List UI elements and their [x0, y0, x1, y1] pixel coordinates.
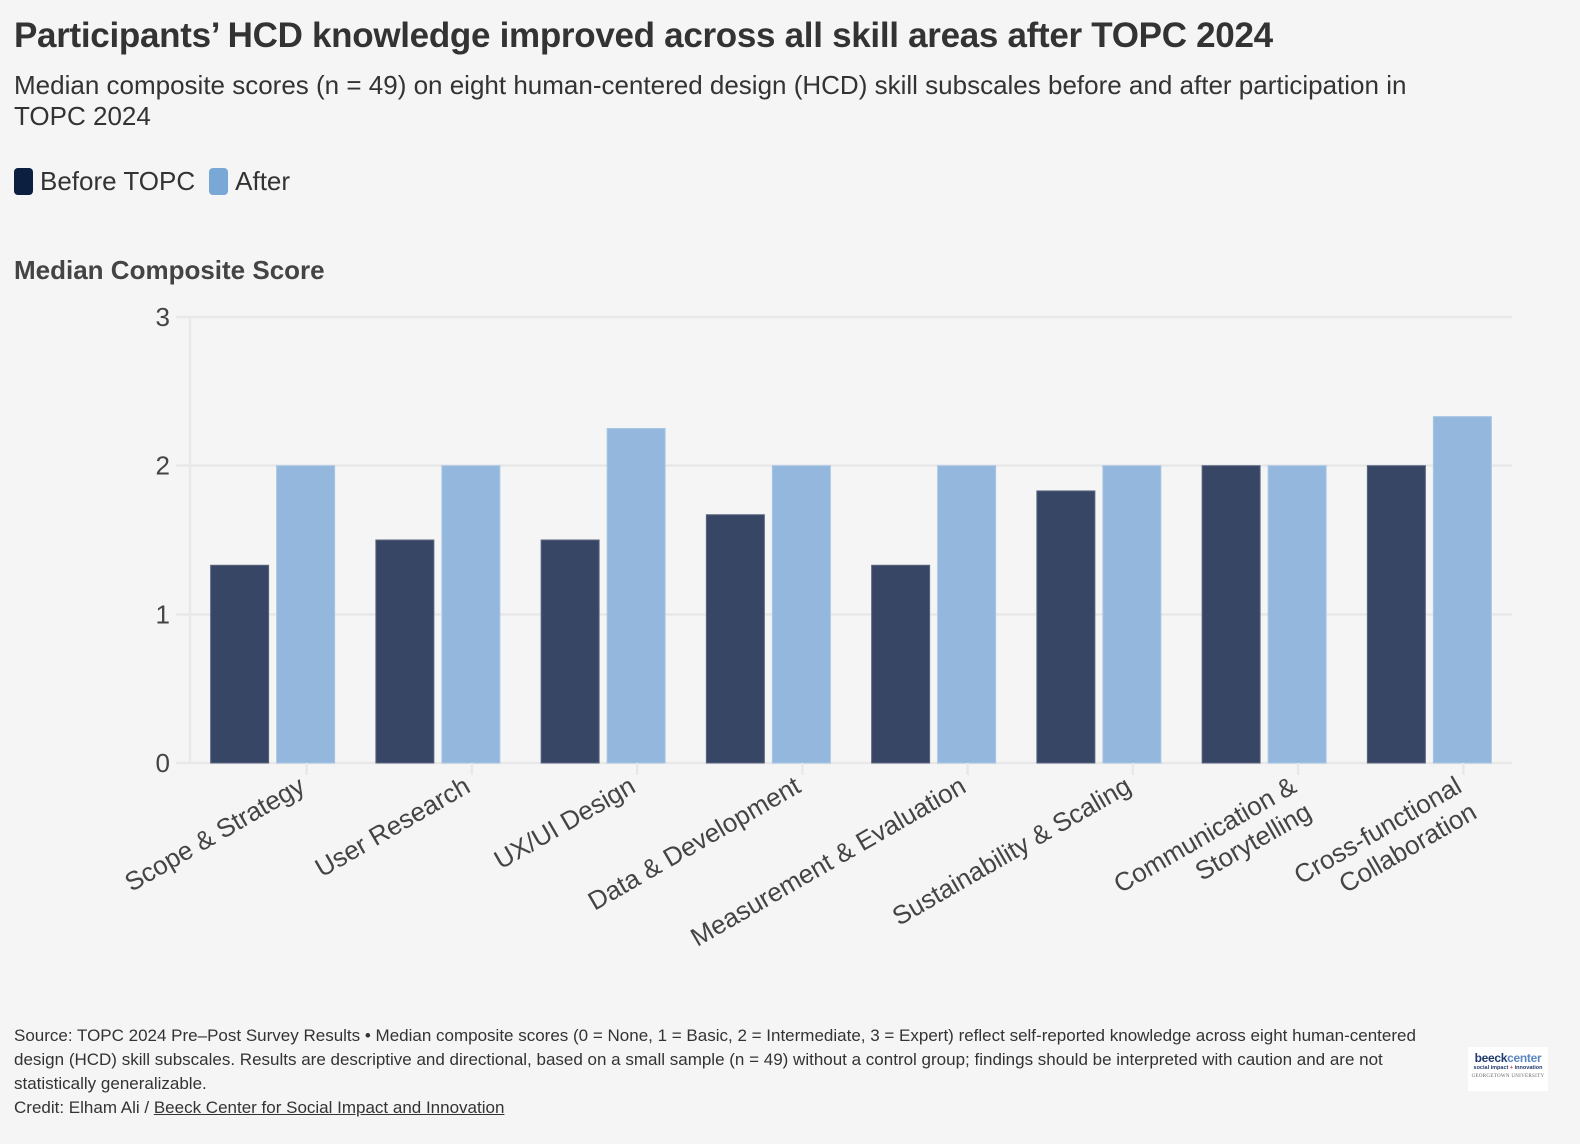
logo-tag-c: innovation [1513, 1065, 1543, 1071]
legend-item-after: After [209, 166, 290, 197]
y-axis-ticks: 0 1 2 3 [156, 302, 170, 778]
x-tick-label-line: Measurement & Evaluation [685, 770, 970, 952]
x-axis-ticks [305, 763, 1465, 775]
bar-before [210, 564, 270, 764]
bar-after [276, 465, 336, 764]
footer: Source: TOPC 2024 Pre–Post Survey Result… [14, 1024, 1444, 1120]
bar-after [771, 465, 831, 764]
bar-before [540, 539, 600, 764]
credit-line: Credit: Elham Ali / Beeck Center for Soc… [14, 1096, 1444, 1120]
x-tick-label-line: UX/UI Design [489, 770, 640, 875]
bar-before [375, 539, 435, 764]
x-tick-label: Measurement & Evaluation [685, 770, 970, 952]
legend-label-before: Before TOPC [40, 166, 196, 196]
bar-chart: 0 1 2 3 Scope & Strategy User Research UX/UI … [119, 302, 1512, 952]
bar-after [1432, 416, 1492, 764]
legend-item-before: Before TOPC [14, 166, 195, 197]
beeck-center-logo: beeckcenter social impact + innovation G… [1468, 1047, 1548, 1091]
bar-before [1366, 465, 1426, 764]
bar-before [871, 564, 931, 764]
logo-word-beeck: beeck [1474, 1051, 1508, 1065]
y-tick-label-3: 3 [156, 302, 170, 332]
logo-word-center: center [1507, 1051, 1542, 1065]
y-tick-label-0: 0 [156, 748, 170, 778]
y-tick-label-1: 1 [156, 599, 170, 629]
x-tick-label: UX/UI Design [489, 770, 640, 875]
bar-after [937, 465, 997, 764]
credit-link[interactable]: Beeck Center for Social Impact and Innov… [153, 1098, 505, 1117]
logo-university: GEORGETOWN UNIVERSITY [1471, 1074, 1545, 1079]
logo-tagline: social impact + innovation [1468, 1065, 1548, 1072]
legend-label-after: After [235, 166, 291, 196]
x-tick-label-line: User Research [310, 770, 475, 883]
bar-before [705, 514, 765, 764]
logo-wordmark: beeckcenter [1468, 1052, 1548, 1065]
chart-subtitle: Median composite scores (n = 49) on eigh… [14, 70, 1407, 131]
bar-after [1267, 465, 1327, 764]
y-tick-label-2: 2 [156, 451, 170, 481]
bar-before [1036, 490, 1096, 764]
credit-prefix: Credit: Elham Ali / [14, 1098, 154, 1117]
logo-plus: + [1509, 1065, 1514, 1071]
chart-title: Participants’ HCD knowledge improved acr… [14, 16, 1273, 55]
bar-after [606, 428, 666, 764]
legend: Before TOPC After [14, 166, 304, 197]
bars [210, 416, 1492, 764]
legend-swatch-before [14, 168, 33, 195]
x-tick-label-line: Scope & Strategy [119, 770, 309, 897]
bar-after [1102, 465, 1162, 764]
source-note: Source: TOPC 2024 Pre–Post Survey Result… [14, 1026, 1416, 1093]
logo-tag-a: social impact [1473, 1065, 1510, 1071]
x-axis-labels: Scope & Strategy User Research UX/UI Desig… [119, 770, 1481, 952]
x-tick-label: Scope & Strategy [119, 770, 309, 897]
y-axis-title: Median Composite Score [14, 255, 325, 285]
bar-after [441, 465, 501, 764]
bar-before [1201, 465, 1261, 764]
x-tick-label: User Research [310, 770, 475, 883]
x-tick-label: Communication &Storytelling [1108, 770, 1316, 899]
legend-swatch-after [209, 168, 229, 195]
